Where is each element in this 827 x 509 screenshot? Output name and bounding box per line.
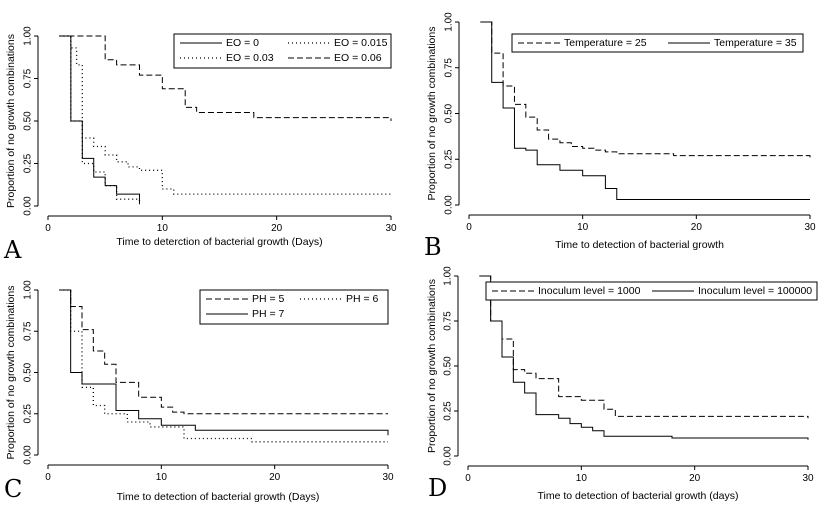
legend-label: EO = 0.06 xyxy=(334,52,382,64)
y-tick-label: 1.00 xyxy=(443,266,454,286)
y-tick-label: 0.75 xyxy=(23,68,34,88)
panel-label: C xyxy=(4,475,22,503)
legend-box xyxy=(173,33,392,69)
legend-label: EO = 0 xyxy=(226,37,259,49)
series-line xyxy=(479,275,809,440)
y-tick-label: 0.25 xyxy=(23,404,34,424)
y-axis-label: Proportion of no growth combinations xyxy=(5,34,17,208)
legend-box xyxy=(485,281,818,301)
legend-box xyxy=(199,289,389,325)
x-tick-label: 0 xyxy=(465,473,471,484)
y-tick-label: 1.00 xyxy=(23,280,34,300)
x-axis-label: Time to detection of bacterial growth (D… xyxy=(117,491,320,503)
y-tick-label: 0.25 xyxy=(23,153,34,173)
y-tick-label: 0.00 xyxy=(443,446,454,466)
x-tick-label: 10 xyxy=(576,473,588,484)
legend-label: PH = 7 xyxy=(252,308,285,320)
y-tick-label: 0.75 xyxy=(23,321,34,341)
series-line xyxy=(480,21,810,201)
x-axis-label: Time to detection of bacterial growth (d… xyxy=(538,490,739,502)
y-tick-label: 0.50 xyxy=(443,356,454,376)
legend-label: Temperature = 35 xyxy=(714,37,797,49)
panel-label: B xyxy=(424,233,442,261)
x-tick-label: 20 xyxy=(271,223,283,234)
y-tick-label: 1.00 xyxy=(23,26,34,46)
x-tick-label: 30 xyxy=(385,223,397,234)
y-tick-label: 0.25 xyxy=(443,401,454,421)
legend-label: PH = 6 xyxy=(346,293,379,305)
series-line xyxy=(59,35,392,121)
y-axis-label: Proportion of no growth combinations xyxy=(426,27,438,201)
panel-label: D xyxy=(428,474,447,502)
y-tick-label: 0.50 xyxy=(444,103,455,123)
series-line xyxy=(480,21,811,160)
y-tick-label: 0.00 xyxy=(23,196,34,216)
legend-label: Inoculum level = 100000 xyxy=(698,285,812,297)
legend-box xyxy=(511,33,804,53)
x-tick-label: 10 xyxy=(156,472,168,483)
x-tick-label: 10 xyxy=(577,222,589,233)
y-tick-label: 0.50 xyxy=(23,111,34,131)
x-tick-label: 0 xyxy=(45,472,51,483)
y-axis-label: Proportion of no growth combinations xyxy=(5,286,17,460)
x-tick-label: 0 xyxy=(45,223,51,234)
x-tick-label: 20 xyxy=(269,472,281,483)
series-line xyxy=(59,289,389,436)
x-tick-label: 10 xyxy=(157,223,169,234)
x-tick-label: 20 xyxy=(689,473,701,484)
series-line xyxy=(59,289,388,443)
series-line xyxy=(59,289,388,415)
y-axis-label: Proportion of no growth combinations xyxy=(426,279,438,453)
y-tick-label: 0.00 xyxy=(23,445,34,465)
legend-label: EO = 0.015 xyxy=(334,37,388,49)
y-tick-label: 1.00 xyxy=(444,12,455,32)
series-line xyxy=(59,35,141,201)
x-tick-label: 30 xyxy=(804,222,816,233)
panel-label: A xyxy=(3,236,22,264)
y-tick-label: 0.75 xyxy=(443,311,454,331)
legend-label: EO = 0.03 xyxy=(226,52,274,64)
x-tick-label: 20 xyxy=(691,222,703,233)
legend-label: Inoculum level = 1000 xyxy=(538,285,641,297)
x-tick-label: 0 xyxy=(466,222,472,233)
x-axis-label: Time to detection of bacterial growth xyxy=(555,239,724,251)
x-tick-label: 30 xyxy=(382,472,394,483)
y-tick-label: 0.50 xyxy=(23,362,34,382)
legend-label: Temperature = 25 xyxy=(564,37,647,49)
y-tick-label: 0.00 xyxy=(444,195,455,215)
x-tick-label: 30 xyxy=(802,473,814,484)
y-tick-label: 0.25 xyxy=(444,149,455,169)
x-axis-label: Time to deterction of bacterial growth (… xyxy=(116,236,322,248)
legend-label: PH = 5 xyxy=(252,293,285,305)
y-tick-label: 0.75 xyxy=(444,58,455,78)
